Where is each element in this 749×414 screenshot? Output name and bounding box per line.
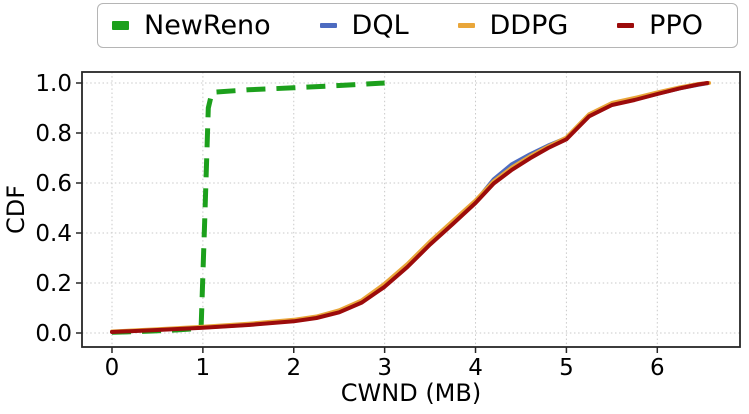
x-tick-label: 0 xyxy=(105,355,120,381)
ddpg-line-swatch-icon xyxy=(457,23,475,28)
y-tick-label: 0.8 xyxy=(35,121,72,147)
y-axis-label: CDF xyxy=(2,185,30,234)
legend-item-newreno: NewReno xyxy=(112,12,271,39)
legend-label-ppo: PPO xyxy=(649,10,703,41)
dql-line-swatch-icon xyxy=(319,23,337,28)
series-line-newreno xyxy=(111,80,385,335)
ppo-line-swatch-icon xyxy=(617,23,635,28)
x-tick-label: 5 xyxy=(559,355,574,381)
y-tick-label: 1.0 xyxy=(35,71,72,97)
y-tick-label: 0.6 xyxy=(35,171,72,197)
x-tick-label: 1 xyxy=(196,355,211,381)
x-tick-label: 2 xyxy=(286,355,301,381)
newreno-dash-swatch-icon xyxy=(112,21,129,30)
legend: NewReno DQL DDPG PPO xyxy=(97,3,738,48)
x-tick-label: 4 xyxy=(468,355,483,381)
series-line-ppo xyxy=(110,81,710,334)
x-tick-label: 3 xyxy=(377,355,392,381)
legend-label-dql: DQL xyxy=(351,10,409,41)
x-tick-label: 6 xyxy=(650,355,665,381)
legend-item-dql: DQL xyxy=(319,10,409,41)
y-tick-label: 0.2 xyxy=(35,271,72,297)
plot-frame xyxy=(81,71,741,348)
legend-item-ppo: PPO xyxy=(617,12,703,39)
legend-label-ddpg: DDPG xyxy=(489,10,569,41)
y-tick-label: 0.0 xyxy=(35,321,72,347)
legend-label-newreno: NewReno xyxy=(144,10,271,41)
x-axis-label: CWND (MB) xyxy=(341,379,481,407)
legend-item-ddpg: DDPG xyxy=(457,10,569,41)
y-tick-label: 0.4 xyxy=(35,221,72,247)
